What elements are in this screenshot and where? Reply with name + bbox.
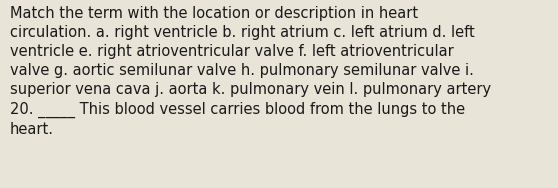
Text: Match the term with the location or description in heart
circulation. a. right v: Match the term with the location or desc… xyxy=(10,6,491,137)
